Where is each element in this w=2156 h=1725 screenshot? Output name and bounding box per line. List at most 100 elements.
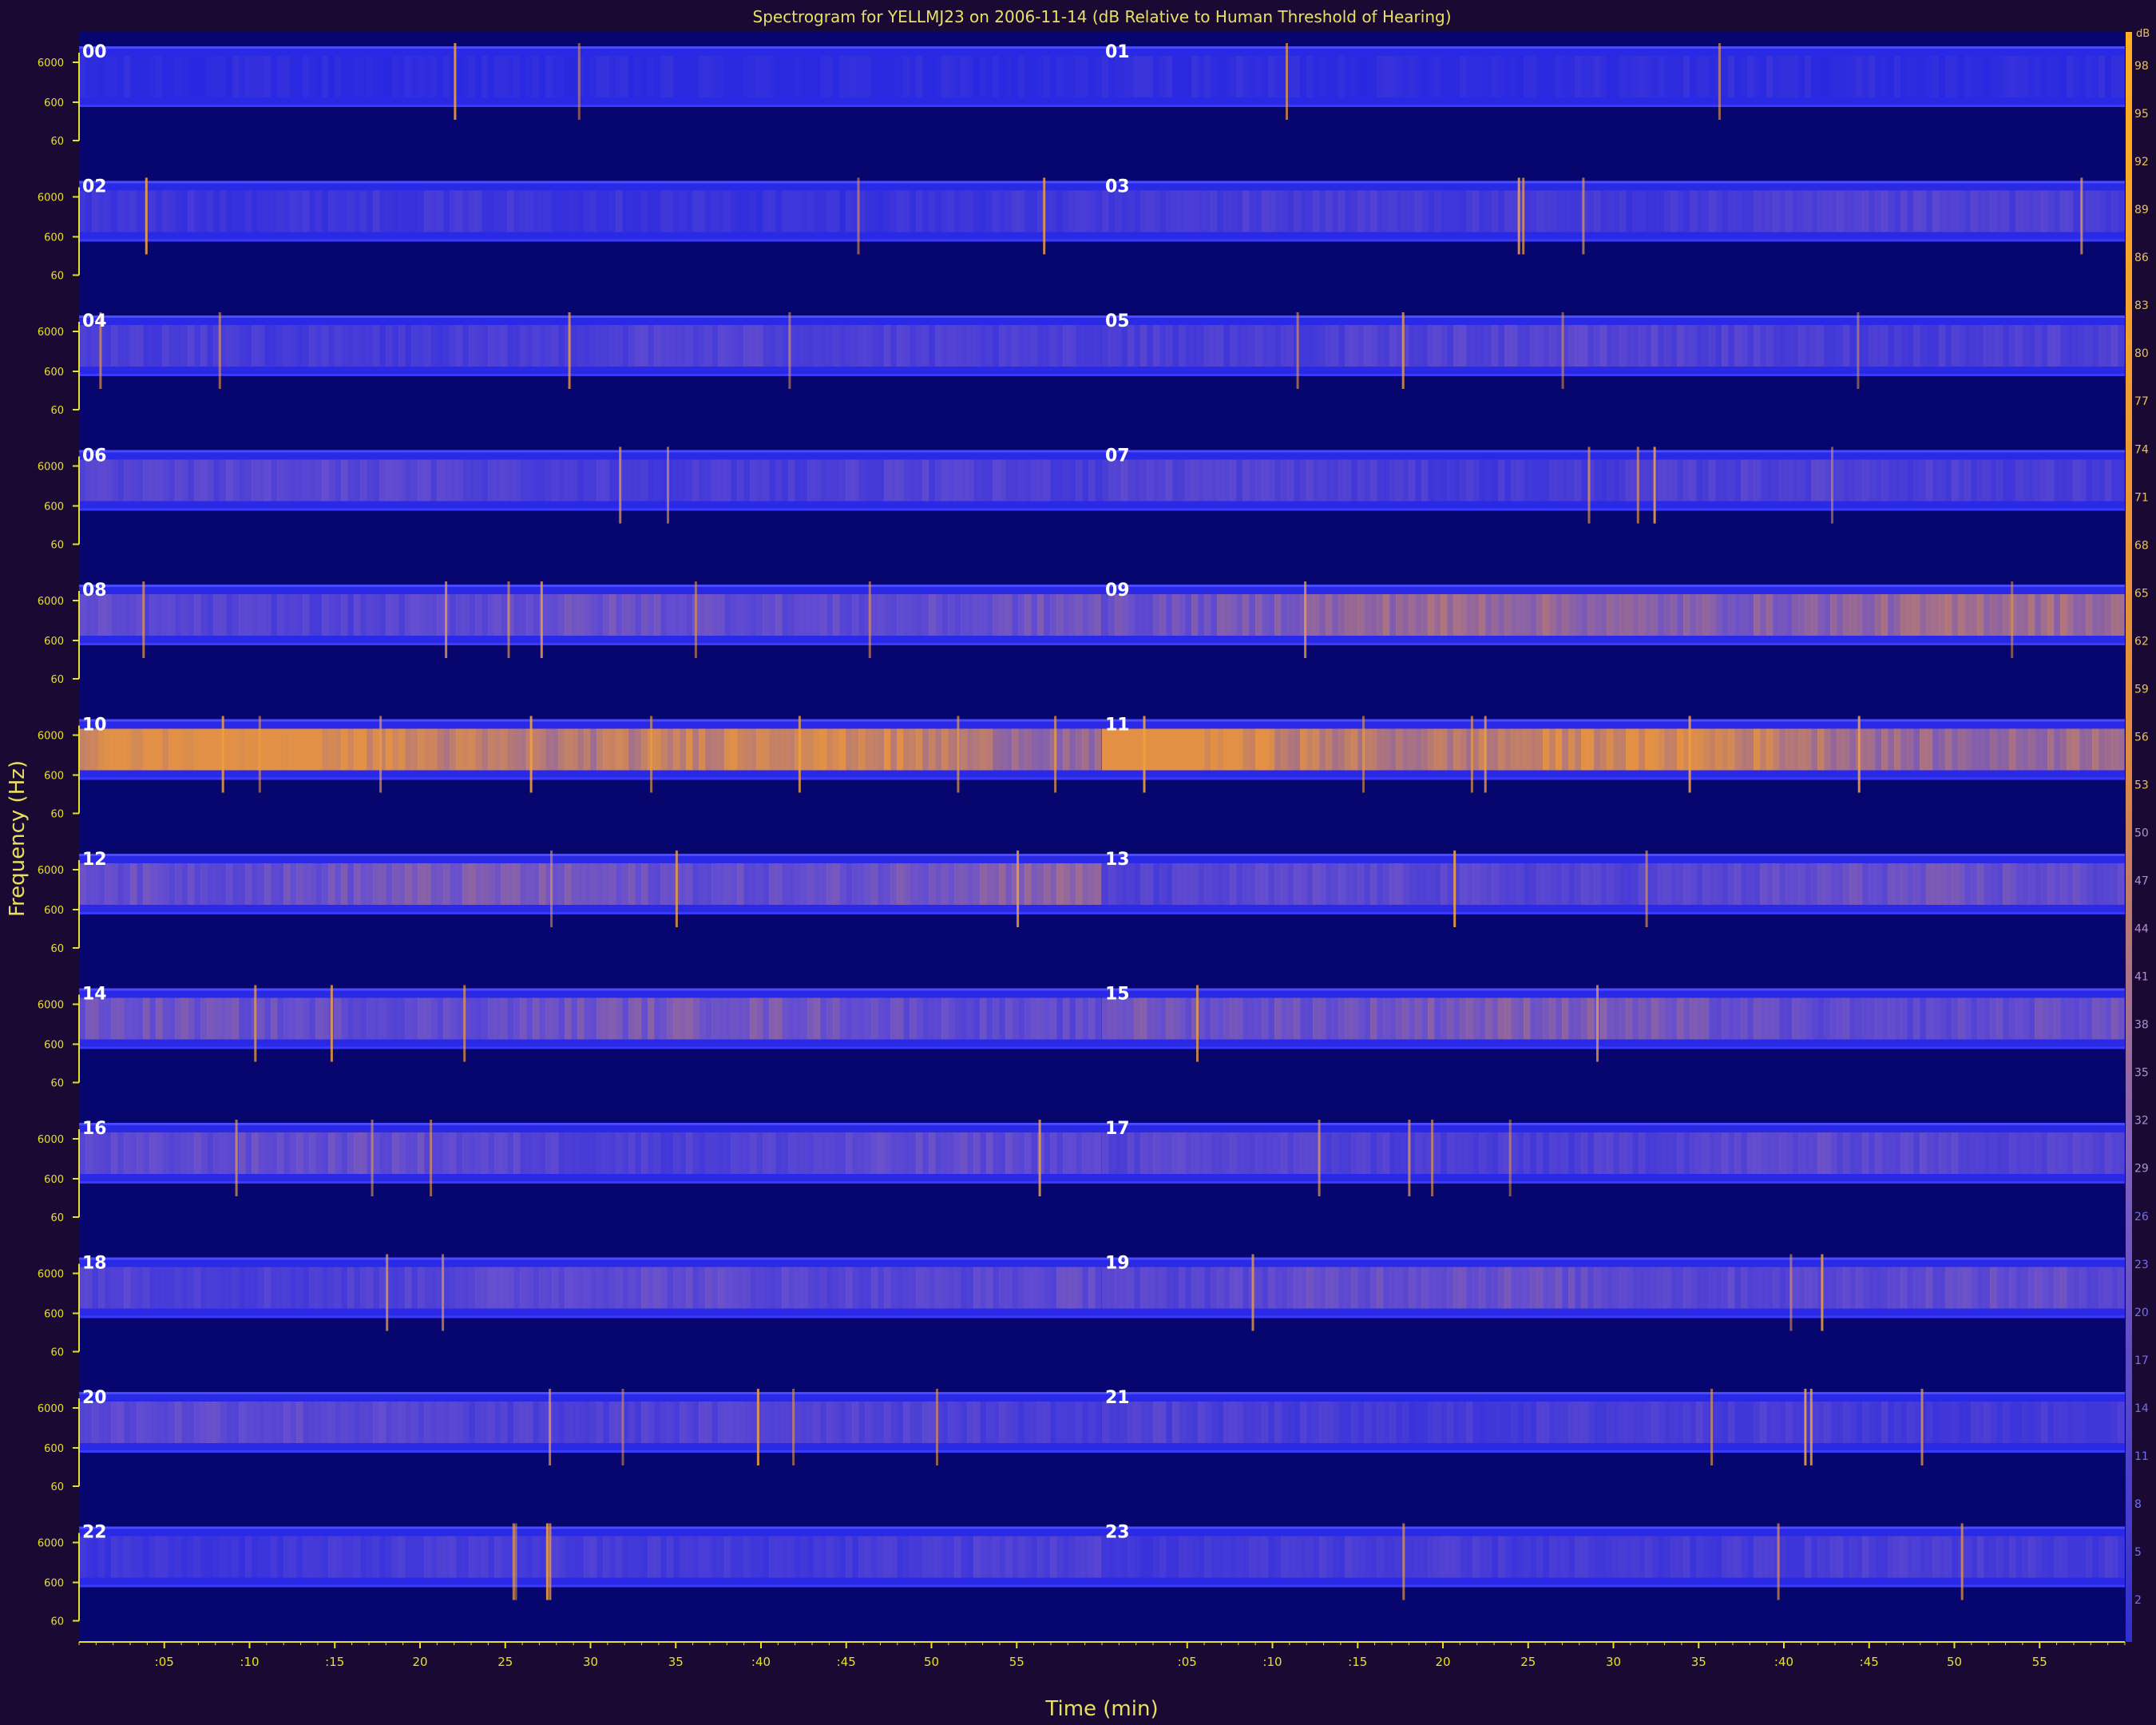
y-tick-label: 600 <box>44 1040 64 1052</box>
energy-column <box>1696 56 1703 97</box>
energy-column <box>609 1402 616 1443</box>
energy-column <box>1632 594 1639 636</box>
energy-column <box>1134 56 1141 97</box>
energy-column <box>2073 56 2080 97</box>
transient-streak <box>1710 1389 1714 1465</box>
energy-column <box>1415 459 1422 502</box>
energy-column <box>1837 325 1844 367</box>
energy-column <box>290 997 297 1040</box>
energy-column <box>1549 863 1556 905</box>
y-tick-label: 60 <box>50 405 64 417</box>
energy-column <box>1562 1132 1569 1174</box>
energy-column <box>194 1267 201 1309</box>
energy-column <box>1377 56 1384 97</box>
energy-column <box>1683 325 1690 367</box>
energy-column <box>386 459 393 502</box>
energy-column <box>149 325 157 367</box>
energy-column <box>2086 1536 2093 1578</box>
energy-column <box>897 728 904 771</box>
energy-column <box>1504 1132 1512 1174</box>
energy-column <box>999 56 1006 97</box>
energy-column <box>341 728 348 771</box>
energy-column <box>1198 728 1205 771</box>
energy-column <box>1319 56 1326 97</box>
energy-column <box>1044 56 1051 97</box>
energy-column <box>756 863 763 905</box>
energy-column <box>628 1132 636 1174</box>
energy-column <box>328 1536 335 1578</box>
energy-column <box>731 1536 738 1578</box>
energy-column <box>1881 997 1888 1040</box>
energy-column <box>711 728 719 771</box>
energy-column <box>603 863 610 905</box>
energy-column <box>1613 1267 1620 1309</box>
energy-column <box>1760 190 1767 232</box>
energy-column <box>1108 1132 1116 1174</box>
energy-column <box>1932 728 1940 771</box>
energy-column <box>1856 190 1863 232</box>
energy-column <box>283 594 291 636</box>
energy-column <box>130 1267 137 1309</box>
energy-column <box>1952 325 1959 367</box>
energy-column <box>1223 1132 1231 1174</box>
energy-column <box>1294 1536 1301 1578</box>
energy-column <box>2028 56 2035 97</box>
energy-column <box>699 1267 706 1309</box>
energy-column <box>341 56 348 97</box>
energy-column <box>1575 863 1582 905</box>
energy-column <box>1050 325 1057 367</box>
energy-column <box>648 1402 655 1443</box>
energy-column <box>392 325 399 367</box>
energy-column <box>2015 459 2023 502</box>
energy-column <box>1562 594 1569 636</box>
energy-column <box>1274 1132 1282 1174</box>
energy-column <box>711 594 719 636</box>
energy-column <box>603 459 610 502</box>
energy-column <box>878 1267 885 1309</box>
energy-column <box>1479 1536 1486 1578</box>
energy-column <box>1511 997 1518 1040</box>
energy-column <box>1645 1402 1652 1443</box>
energy-column <box>85 1402 93 1443</box>
energy-column <box>731 997 738 1040</box>
energy-column <box>1785 1132 1793 1174</box>
hour-label: 20 <box>82 1388 107 1408</box>
energy-column <box>1817 56 1825 97</box>
energy-column <box>437 863 444 905</box>
x-tick-label: 35 <box>668 1655 684 1669</box>
energy-column <box>1249 325 1256 367</box>
energy-column <box>980 728 987 771</box>
energy-column <box>596 325 604 367</box>
energy-column <box>565 56 572 97</box>
energy-column <box>826 1402 834 1443</box>
energy-column <box>1326 1536 1333 1578</box>
energy-column <box>85 728 93 771</box>
energy-column <box>2079 325 2087 367</box>
energy-column <box>1370 863 1377 905</box>
energy-column <box>1102 863 1109 905</box>
energy-column <box>1664 728 1671 771</box>
colorbar-label: 41 <box>2134 971 2149 984</box>
energy-column <box>1690 1536 1697 1578</box>
energy-column <box>303 190 310 232</box>
energy-column <box>1971 594 1978 636</box>
energy-column <box>1556 190 1563 232</box>
energy-column <box>1460 1536 1467 1578</box>
energy-column <box>1760 1267 1767 1309</box>
energy-column <box>1862 1267 1869 1309</box>
energy-column <box>711 1402 719 1443</box>
energy-column <box>1242 1402 1250 1443</box>
energy-column <box>986 1132 993 1174</box>
energy-column <box>322 325 329 367</box>
band-top-edge <box>1102 450 2125 453</box>
energy-column <box>1690 56 1697 97</box>
energy-column <box>328 728 335 771</box>
energy-column <box>2022 1536 2029 1578</box>
energy-column <box>2060 1132 2067 1174</box>
energy-column <box>367 728 374 771</box>
energy-column <box>1581 594 1588 636</box>
energy-column <box>1594 863 1601 905</box>
energy-column <box>2118 459 2125 502</box>
energy-column <box>1843 728 1850 771</box>
energy-column <box>386 1402 393 1443</box>
